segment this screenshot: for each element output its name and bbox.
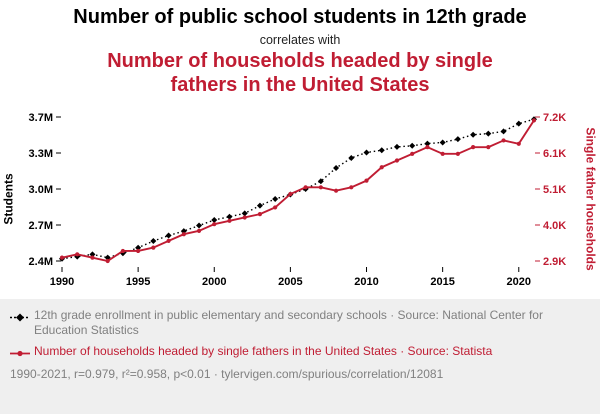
svg-text:3.0M: 3.0M [29, 184, 53, 196]
svg-text:3.7M: 3.7M [29, 112, 53, 124]
svg-text:4.0K: 4.0K [543, 220, 566, 232]
right-axis-title-text: Single father households [584, 127, 599, 271]
stats-footnote: 1990-2021, r=0.979, r²=0.958, p<0.01 · t… [10, 367, 444, 382]
chart-secondary-title: Number of households headed by single fa… [107, 50, 493, 96]
svg-text:1990: 1990 [50, 276, 74, 288]
svg-text:2005: 2005 [278, 276, 302, 288]
legend-item-single-fathers: Number of households headed by single fa… [10, 344, 586, 362]
legend-text-single-fathers: Number of households headed by single fa… [34, 343, 493, 358]
chart-subtitle: correlates with [259, 33, 341, 47]
plot-area: 2.4M 2.7M 3.0M 3.3M 3.7M 2.9K 4.0K 5.1K 6.1K 7.2K… [29, 112, 567, 288]
legend-text-enrollment: 12th grade enrollment in public elementa… [34, 308, 543, 338]
right-axis-title: Single father households [582, 99, 600, 299]
svg-text:1995: 1995 [126, 276, 150, 288]
left-axis-title-text: Students [2, 173, 16, 225]
single-fathers-series-marker-icon [10, 344, 34, 362]
svg-text:7.2K: 7.2K [543, 112, 566, 124]
svg-text:6.1K: 6.1K [543, 148, 566, 160]
chart-title: Number of public school students in 12th… [73, 6, 527, 28]
enrollment-series-marker-icon [10, 308, 34, 326]
left-axis-title: Students [0, 99, 18, 299]
svg-text:2.7M: 2.7M [29, 220, 53, 232]
svg-text:2015: 2015 [430, 276, 454, 288]
svg-text:2010: 2010 [354, 276, 378, 288]
svg-text:5.1K: 5.1K [543, 184, 566, 196]
svg-text:2.9K: 2.9K [543, 256, 566, 268]
legend-footer: 12th grade enrollment in public elementa… [0, 299, 600, 414]
legend-item-enrollment: 12th grade enrollment in public elementa… [10, 308, 586, 339]
svg-text:2000: 2000 [202, 276, 226, 288]
svg-text:2.4M: 2.4M [29, 256, 53, 268]
chart-area: Students 2.4M 2.7M 3.0M 3.3M 3.7M 2.9K 4.0K 5.1… [0, 99, 600, 299]
svg-text:3.3M: 3.3M [29, 148, 53, 160]
chart-header: Number of public school students in 12th… [0, 0, 600, 97]
svg-text:2020: 2020 [507, 276, 531, 288]
